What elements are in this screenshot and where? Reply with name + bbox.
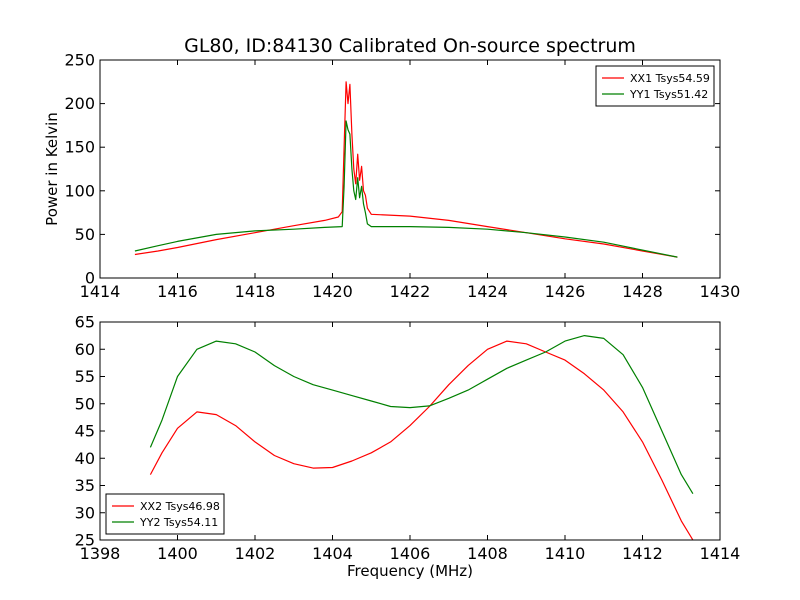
bottom-panel: 1398 1400 1402 1404 1406 1408 1410 1412 1414 25 30…	[75, 313, 741, 581]
y-tick-label: 35	[75, 476, 95, 495]
series-line-2	[134, 120, 678, 258]
x-tick-label: 1424	[467, 282, 508, 301]
legend: XX1 Tsys54.59 YY1 Tsys51.42	[595, 65, 715, 107]
legend-entry: XX1 Tsys54.59	[630, 72, 710, 85]
series-line-2	[149, 335, 694, 495]
x-tick-label: 1398	[80, 544, 121, 563]
x-tick-label: 1414	[80, 282, 121, 301]
y-tick-label: 200	[64, 94, 95, 113]
legend: XX2 Tsys46.98 YY2 Tsys54.11	[105, 493, 225, 535]
y-tick-label: 150	[64, 138, 95, 157]
x-tick-label: 1430	[700, 282, 741, 301]
chart-title: GL80, ID:84130 Calibrated On-source spec…	[184, 35, 636, 57]
x-tick-label: 1428	[622, 282, 663, 301]
x-tick-label: 1406	[390, 544, 431, 563]
x-tick-label: 1410	[545, 544, 586, 563]
y-tick-label: 0	[85, 269, 95, 288]
y-tick-label: 100	[64, 181, 95, 200]
legend-entry: YY2 Tsys54.11	[139, 516, 218, 529]
y-axis-label: Power in Kelvin	[43, 112, 61, 226]
y-tick-label: 50	[75, 225, 95, 244]
series-line-1	[134, 81, 678, 258]
x-tick-label: 1422	[390, 282, 431, 301]
x-tick-label: 1414	[700, 544, 741, 563]
series-line-1	[149, 340, 694, 540]
x-tick-label: 1426	[545, 282, 586, 301]
x-tick-label: 1412	[622, 544, 663, 563]
x-tick-label: 1408	[467, 544, 508, 563]
legend-box	[595, 65, 715, 107]
x-tick-label: 1420	[312, 282, 353, 301]
x-tick-label: 1404	[312, 544, 353, 563]
y-tick-label: 40	[75, 449, 95, 468]
y-tick-label: 50	[75, 394, 95, 413]
x-tick-label: 1416	[157, 282, 198, 301]
y-tick-label: 60	[75, 340, 95, 359]
legend-entry: YY1 Tsys51.42	[629, 88, 708, 101]
legend-entry: XX2 Tsys46.98	[140, 500, 220, 513]
y-tick-label: 250	[64, 51, 95, 70]
x-axis-label: Frequency (MHz)	[347, 562, 473, 580]
y-tick-label: 25	[75, 531, 95, 550]
x-tick-label: 1400	[157, 544, 198, 563]
y-tick-label: 65	[75, 313, 95, 332]
y-tick-label: 30	[75, 503, 95, 522]
legend-box	[105, 493, 225, 535]
top-panel: 1414 1416 1418 1420 1422 1424 1426 1428 1430 0 50 1…	[43, 51, 740, 302]
x-tick-label: 1418	[235, 282, 276, 301]
y-tick-label: 45	[75, 422, 95, 441]
y-tick-label: 55	[75, 367, 95, 386]
x-tick-label: 1402	[235, 544, 276, 563]
